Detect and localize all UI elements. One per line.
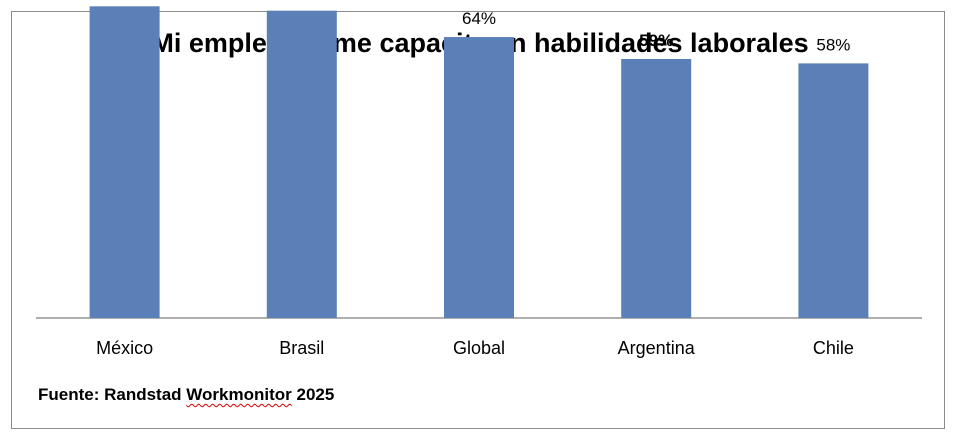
source-underlined: Workmonitor <box>186 385 292 404</box>
category-label-4: Chile <box>813 338 854 358</box>
category-label-2: Global <box>453 338 505 358</box>
category-label-0: México <box>96 338 153 358</box>
value-label-4: 58% <box>816 35 850 54</box>
source-note: Fuente: Randstad Workmonitor 2025 <box>38 385 334 405</box>
category-label-3: Argentina <box>618 338 696 358</box>
value-label-3: 59% <box>639 31 673 50</box>
bar-3 <box>621 58 692 319</box>
bar-4 <box>798 63 869 318</box>
category-label-1: Brasil <box>279 338 324 358</box>
value-label-1: 70% <box>285 0 319 2</box>
source-prefix: Fuente: Randstad <box>38 385 187 404</box>
bar-1 <box>266 10 337 318</box>
bar-2 <box>444 37 514 318</box>
value-label-2: 64% <box>462 9 496 28</box>
source-suffix: 2025 <box>291 385 335 404</box>
bar-0 <box>89 6 160 319</box>
